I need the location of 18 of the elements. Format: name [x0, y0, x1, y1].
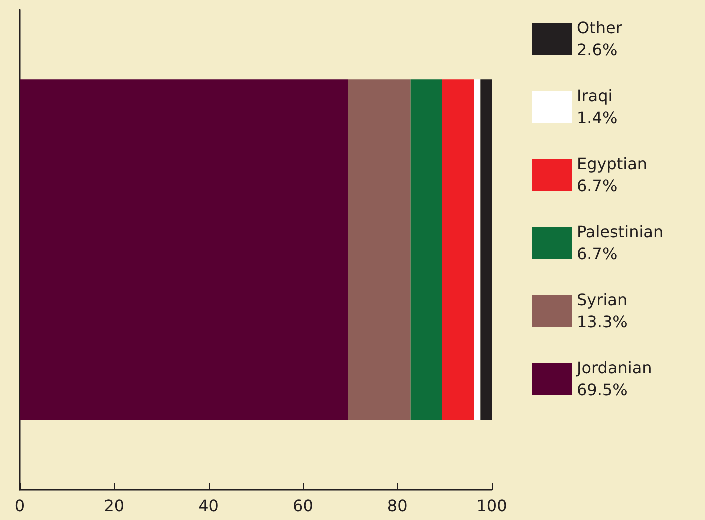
legend-label: Syrian 13.3% — [577, 290, 628, 332]
bar — [410, 80, 442, 420]
bar — [442, 80, 474, 420]
bar — [480, 80, 492, 420]
legend-label: Palestinian 6.7% — [577, 222, 664, 264]
x-tick-label: 60 — [293, 496, 314, 516]
legend-label: Egyptian 6.7% — [577, 154, 648, 196]
x-tick-label: 80 — [387, 496, 408, 516]
x-tick-label: 20 — [104, 496, 125, 516]
x-tick-label: 0 — [14, 496, 26, 516]
x-tick-label: 40 — [198, 496, 219, 516]
legend-label: Iraqi 1.4% — [577, 86, 618, 128]
bar — [20, 80, 348, 420]
bar — [474, 80, 481, 420]
legend-label: Other 2.6% — [577, 18, 623, 60]
x-tick-label: 100 — [476, 496, 508, 516]
legend-label: Jordanian 69.5% — [576, 358, 652, 400]
bar — [348, 80, 411, 420]
